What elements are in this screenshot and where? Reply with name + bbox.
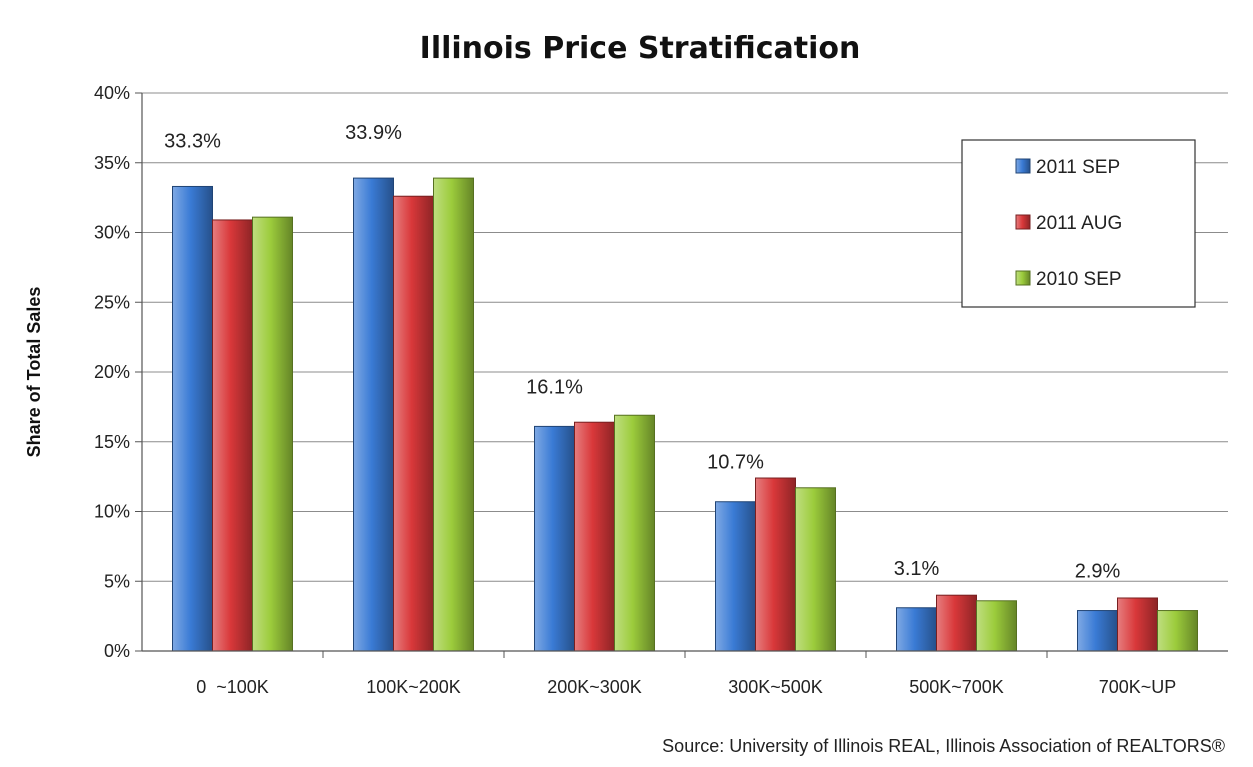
y-axis-label: Share of Total Sales [24,287,44,458]
data-label: 16.1% [526,376,583,398]
source-note: Source: University of Illinois REAL, Ill… [662,736,1225,756]
x-tick-label: 0 ~100K [196,677,269,697]
data-label: 10.7% [707,452,764,474]
y-tick-label: 10% [94,502,130,522]
bar-2011-aug [755,477,796,652]
y-tick-label: 30% [94,223,130,243]
y-tick-label: 15% [94,432,130,452]
bar-2011-aug [212,219,253,652]
y-tick-label: 20% [94,362,130,382]
bar-2011-sep [715,501,756,652]
y-tick-label: 5% [104,571,130,591]
bars: 33.3% 33.9% 16.1% 10.7% 3.1% 2.9% [164,122,1198,652]
legend-label: 2011 AUG [1036,213,1122,234]
legend-label: 2010 SEP [1036,269,1122,290]
x-tick-label: 100K~200K [366,677,461,697]
y-tick-label: 35% [94,153,130,173]
data-label: 3.1% [894,558,940,580]
bar-2010-sep [1157,610,1198,652]
bar-2011-aug [393,195,434,652]
x-tick-label: 700K~UP [1099,677,1177,697]
x-tick-label: 300K~500K [728,677,823,697]
bar-2010-sep [252,216,293,652]
bar-2010-sep [614,414,655,652]
y-tick-label: 25% [94,292,130,312]
bar-2011-sep [534,425,575,652]
bar-2011-sep [353,177,394,652]
bar-2011-sep [172,185,213,652]
legend-swatch [1015,270,1031,286]
axes: 0% 5% 10% 15% 20% 25% 30% 35% 40% 0 ~100K 100K~200… [94,83,1228,697]
bar-2011-aug [574,421,615,652]
legend-box [961,139,1196,308]
bar-2010-sep [795,487,836,652]
legend: 2011 SEP 2011 AUG 2010 SEP [961,139,1196,308]
bar-2011-aug [1117,597,1158,652]
x-tick-label: 500K~700K [909,677,1004,697]
gridlines [142,92,1228,582]
legend-swatch [1015,158,1031,174]
legend-label: 2011 SEP [1036,157,1120,178]
bar-2011-sep [896,607,937,652]
data-label: 33.3% [164,130,221,152]
y-tick-label: 0% [104,641,130,661]
data-label: 2.9% [1075,561,1121,583]
bar-2010-sep [433,177,474,652]
legend-swatch [1015,214,1031,230]
data-label: 33.9% [345,122,402,144]
bar-2011-sep [1077,610,1118,652]
bar-2010-sep [976,600,1017,652]
bar-2011-aug [936,594,977,652]
chart-title: Illinois Price Stratification [420,31,861,66]
x-tick-label: 200K~300K [547,677,642,697]
y-tick-label: 40% [94,83,130,103]
